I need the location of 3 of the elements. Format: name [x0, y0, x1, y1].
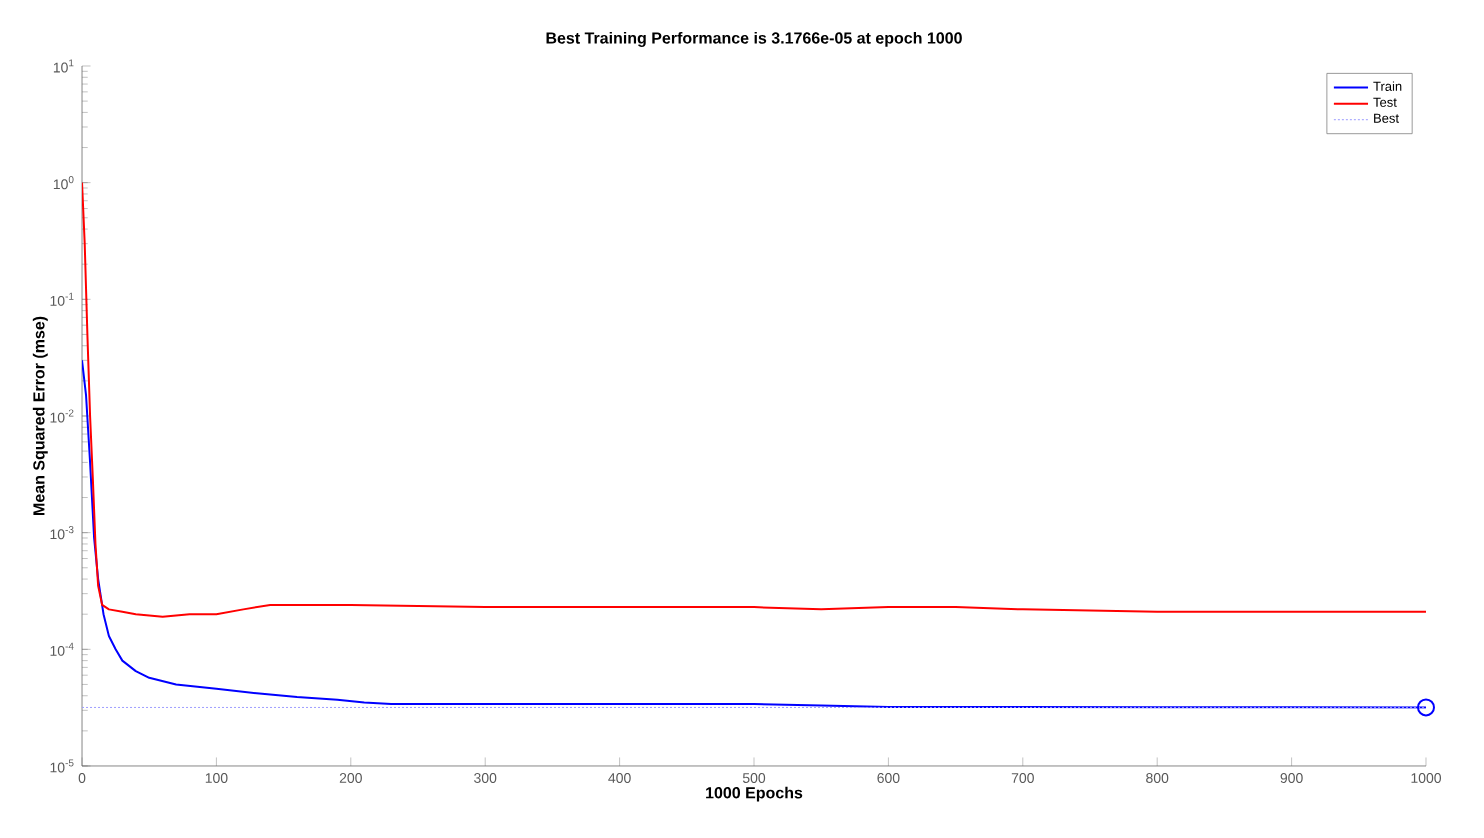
chart-title: Best Training Performance is 3.1766e-05 at epoch 1000: [546, 31, 962, 47]
y-axis-title: Mean Squared Error (mse): [32, 316, 48, 515]
x-axis-title: 1000 Epochs: [706, 786, 803, 802]
